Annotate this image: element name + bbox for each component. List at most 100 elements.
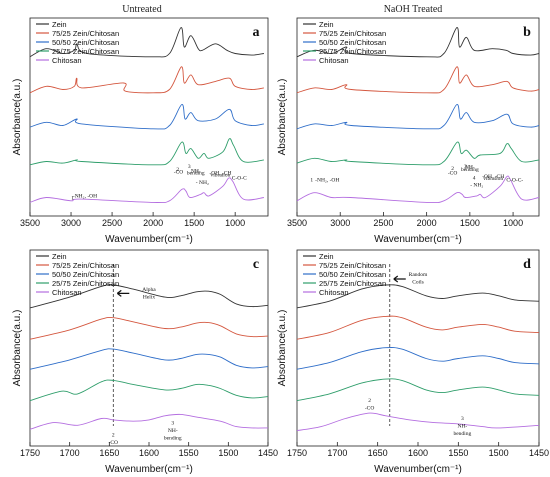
plot-frame [29, 17, 269, 217]
x-tick-label: 1500 [460, 218, 480, 228]
y-axis-label: Absorbance(a.u.) [277, 79, 288, 156]
arrow-icon [116, 289, 130, 297]
x-tick-label: 1000 [503, 218, 523, 228]
plot-frame [296, 17, 540, 217]
annotation: Alpha [142, 287, 156, 293]
series-line [29, 104, 264, 130]
legend-entry: 25/75 Zein/Chitosan [319, 279, 386, 288]
panel-letter: b [523, 25, 531, 40]
x-tick-label: 1650 [99, 448, 119, 458]
annotation: 2 [368, 398, 371, 404]
series-line [29, 177, 264, 204]
series-line [29, 27, 264, 58]
legend-entry: 50/50 Zein/Chitosan [319, 38, 386, 47]
annotation: 1 [310, 178, 313, 184]
x-tick-label: 3000 [61, 218, 81, 228]
y-axis-label: Absorbance(a.u.) [12, 310, 23, 387]
series-line [296, 104, 540, 130]
annotation: 3 [171, 421, 174, 427]
legend-entry: Chitosan [319, 56, 349, 65]
annotation: bending [164, 436, 182, 442]
series-line [296, 315, 540, 340]
annotation: bending [187, 170, 205, 176]
legend-entry: 25/75 Zein/Chitosan [52, 47, 119, 56]
legend-entry: 75/25 Zein/Chitosan [52, 261, 119, 270]
x-tick-label: 1550 [179, 448, 199, 458]
series-line [29, 348, 269, 370]
panel-d: d Wavenumber(cm⁻¹) Absorbance(a.u.) 1750… [277, 249, 549, 475]
legend-entry: 75/25 Zein/Chitosan [319, 29, 386, 38]
legend-entry: 25/75 Zein/Chitosan [52, 279, 119, 288]
x-tick-label: 1700 [60, 448, 80, 458]
legend-entry: Chitosan [52, 288, 82, 297]
annotation: -OH, -CH [482, 174, 504, 180]
series-line [296, 347, 540, 370]
series-line [29, 138, 264, 166]
legend-entry: 50/50 Zein/Chitosan [52, 38, 119, 47]
series-line [29, 413, 269, 430]
annotation: Coils [412, 280, 424, 286]
x-tick-label: 1500 [218, 448, 238, 458]
annotation: 3 [188, 164, 191, 170]
legend-entry: 25/75 Zein/Chitosan [319, 47, 386, 56]
annotation: C-O-C- [506, 178, 523, 184]
series-line [29, 66, 264, 94]
x-tick-label: 1000 [225, 218, 245, 228]
legend-entry: Chitosan [319, 288, 349, 297]
legend-entry: Zein [52, 252, 67, 261]
annotation: -NH₂, -OH [315, 178, 339, 184]
panel-title: Untreated [122, 4, 161, 15]
x-tick-label: 1600 [139, 448, 159, 458]
annotation: - NH₂ [470, 183, 483, 189]
legend-entry: 50/50 Zein/Chitosan [52, 270, 119, 279]
x-axis-label: Wavenumber(cm⁻¹) [105, 234, 193, 245]
panel-c: c Wavenumber(cm⁻¹) Absorbance(a.u.) 1750… [12, 249, 278, 475]
annotation: vibration [483, 176, 503, 182]
x-tick-label: 2500 [102, 218, 122, 228]
panel-b: NaOH Treated b Wavenumber(cm⁻¹) Absorban… [277, 4, 540, 245]
x-tick-label: 1700 [327, 448, 347, 458]
x-tick-label: 1650 [368, 448, 388, 458]
panel-letter: d [523, 257, 531, 272]
series-line [296, 141, 540, 166]
series-line [296, 378, 540, 402]
x-tick-label: 2000 [417, 218, 437, 228]
series-line [29, 284, 269, 309]
series-line [296, 412, 540, 432]
annotation: -OH, -CH [209, 170, 231, 176]
annotation: NH- [191, 168, 201, 174]
y-axis-label: Absorbance(a.u.) [277, 310, 288, 387]
x-tick-label: 1450 [529, 448, 549, 458]
annotation: 3 [461, 416, 464, 422]
x-tick-label: 2500 [373, 218, 393, 228]
x-tick-label: 1500 [489, 448, 509, 458]
x-axis-label: Wavenumber(cm⁻¹) [374, 464, 462, 475]
legend-entry: Zein [52, 20, 67, 29]
annotation: -CO [174, 169, 184, 175]
panel-letter: c [253, 257, 259, 272]
x-tick-label: 1550 [448, 448, 468, 458]
x-axis-label: Wavenumber(cm⁻¹) [374, 234, 462, 245]
annotation: 1 [71, 196, 74, 202]
series-line [29, 379, 269, 402]
annotation: bending [461, 167, 479, 173]
series-line [296, 175, 540, 204]
annotation: 2 [112, 433, 115, 439]
annotation: -NH₂, -OH [73, 194, 97, 200]
x-tick-label: 3500 [287, 218, 307, 228]
x-axis-label: Wavenumber(cm⁻¹) [105, 464, 193, 475]
x-tick-label: 1750 [287, 448, 307, 458]
panel-a: Untreated a Wavenumber(cm⁻¹) Absorbance(… [12, 4, 269, 245]
series-line [296, 66, 540, 94]
legend-entry: 75/25 Zein/Chitosan [52, 29, 119, 38]
annotation: 2 [176, 167, 179, 173]
legend-entry: Chitosan [52, 56, 82, 65]
x-tick-label: 1500 [184, 218, 204, 228]
annotation: NH- [168, 428, 178, 434]
x-tick-label: 1450 [258, 448, 278, 458]
annotation: bending [453, 431, 471, 437]
annotation: -CO [109, 440, 119, 446]
x-tick-label: 2000 [143, 218, 163, 228]
annotation: -CO [365, 406, 375, 412]
